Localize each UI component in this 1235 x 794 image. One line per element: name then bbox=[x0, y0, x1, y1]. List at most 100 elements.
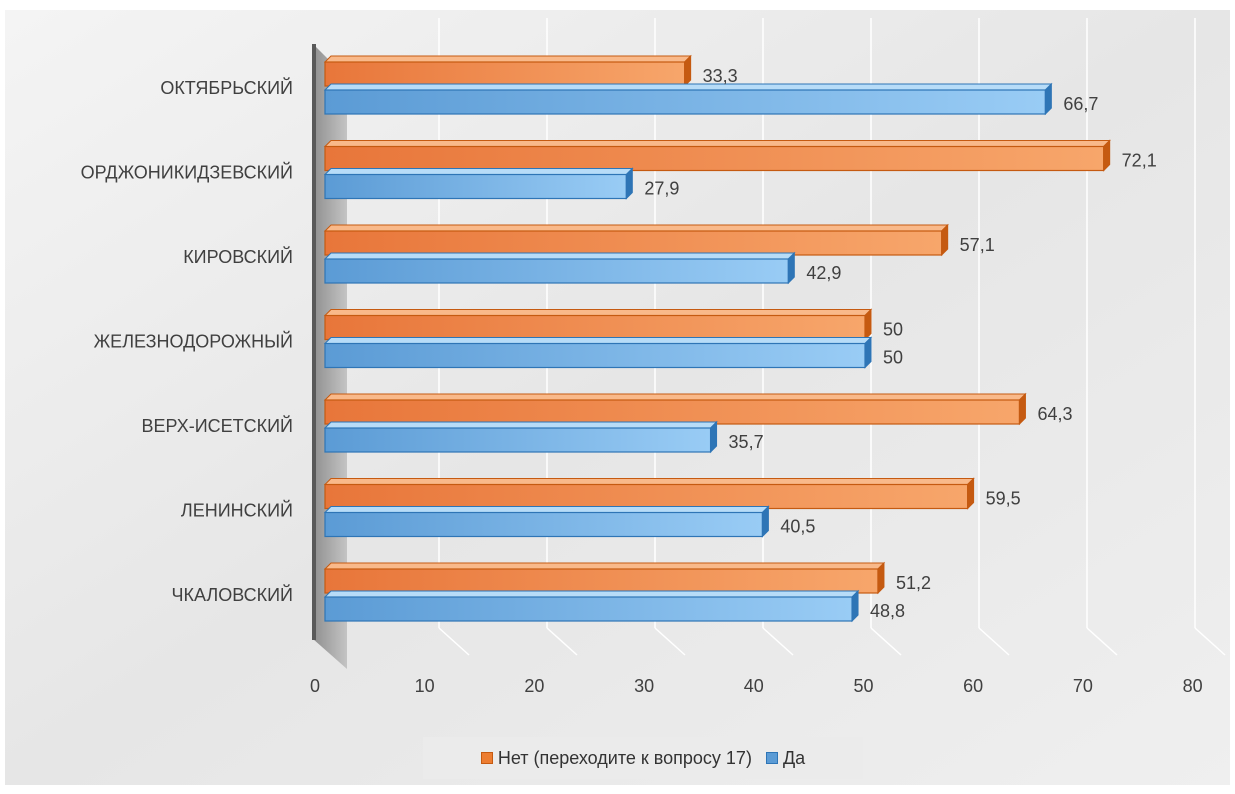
bar-da bbox=[323, 82, 1053, 116]
bar-end-face bbox=[625, 167, 633, 200]
bar-end-face bbox=[1103, 139, 1111, 172]
category-label: ОКТЯБРЬСКИЙ bbox=[160, 77, 293, 98]
x-tick-label: 80 bbox=[1183, 676, 1203, 696]
bar-end-face bbox=[877, 561, 885, 595]
bar-end-face bbox=[864, 336, 872, 369]
category-label: ВЕРХ-ИСЕТСКИЙ bbox=[141, 415, 293, 436]
bar-top-face bbox=[323, 590, 860, 598]
bar-front-face bbox=[324, 399, 1021, 425]
data-label: 27,9 bbox=[644, 178, 679, 198]
gridline-floor bbox=[546, 627, 578, 656]
bar-net bbox=[323, 561, 886, 595]
bar-da bbox=[323, 420, 718, 454]
bar-top-face bbox=[323, 140, 1111, 147]
x-tick-label: 40 bbox=[744, 676, 764, 696]
legend: Нет (переходите к вопросу 17) Да bbox=[423, 737, 863, 779]
bar-front-face bbox=[324, 89, 1046, 115]
legend-item-net: Нет (переходите к вопросу 17) bbox=[480, 748, 752, 769]
bar-da bbox=[323, 251, 796, 285]
bar-end-face bbox=[761, 505, 769, 538]
bar-top-face bbox=[323, 478, 975, 485]
category-label: ЛЕНИНСКИЙ bbox=[181, 499, 293, 520]
category-label: ОРДЖОНИКИДЗЕВСКИЙ bbox=[81, 161, 293, 182]
x-tick-label: 30 bbox=[634, 676, 654, 696]
bar-net bbox=[323, 392, 1027, 426]
bar-end-face bbox=[967, 477, 975, 510]
bar-front-face bbox=[324, 427, 712, 453]
bar-front-face bbox=[324, 568, 879, 594]
data-label: 33,3 bbox=[703, 66, 738, 86]
bar-end-face bbox=[864, 308, 872, 341]
data-label: 57,1 bbox=[960, 235, 995, 255]
bar-end-face bbox=[1018, 392, 1026, 426]
legend-label-da: Да bbox=[782, 747, 806, 768]
gridline-floor bbox=[1086, 627, 1118, 656]
legend-swatch-net bbox=[480, 752, 493, 764]
legend-swatch-da bbox=[765, 752, 778, 764]
bar-da bbox=[323, 589, 860, 623]
data-label: 42,9 bbox=[806, 263, 841, 283]
bar-top-face bbox=[323, 55, 692, 63]
x-tick-label: 10 bbox=[415, 676, 435, 696]
bar-front-face bbox=[324, 145, 1105, 172]
bar-front-face bbox=[324, 342, 866, 369]
bar-top-face bbox=[323, 337, 873, 344]
data-label: 50 bbox=[883, 319, 903, 339]
gridline-floor bbox=[870, 627, 902, 656]
category-label: КИРОВСКИЙ bbox=[183, 246, 293, 267]
bar-top-face bbox=[323, 83, 1053, 91]
x-tick-label: 0 bbox=[310, 676, 320, 696]
bar-front-face bbox=[324, 483, 969, 510]
x-tick-label: 60 bbox=[963, 676, 983, 696]
bar-end-face bbox=[851, 589, 859, 623]
bar-end-face bbox=[787, 251, 795, 285]
data-label: 48,8 bbox=[870, 601, 905, 621]
bar-top-face bbox=[323, 224, 949, 232]
bar-front-face bbox=[324, 230, 943, 256]
data-label: 59,5 bbox=[986, 488, 1021, 508]
bar-top-face bbox=[323, 393, 1027, 401]
bar-net bbox=[323, 477, 975, 510]
data-label: 40,5 bbox=[780, 516, 815, 536]
bar-net bbox=[323, 308, 873, 341]
bar-net bbox=[323, 139, 1111, 172]
bar-front-face bbox=[324, 314, 866, 341]
data-label: 35,7 bbox=[729, 432, 764, 452]
bar-da bbox=[323, 167, 634, 200]
bar-top-face bbox=[323, 168, 634, 175]
bar-da bbox=[323, 505, 770, 538]
bar-front-face bbox=[324, 61, 686, 87]
gridline-floor bbox=[1194, 627, 1226, 656]
gridline-floor bbox=[978, 627, 1010, 656]
bar-front-face bbox=[324, 596, 853, 622]
data-label: 72,1 bbox=[1122, 150, 1157, 170]
bar-net bbox=[323, 223, 949, 257]
gridline-floor bbox=[762, 627, 794, 656]
data-label: 51,2 bbox=[896, 573, 931, 593]
bar-end-face bbox=[1044, 82, 1052, 116]
bar-net bbox=[323, 54, 692, 88]
bar-top-face bbox=[323, 252, 796, 260]
bar-top-face bbox=[323, 309, 873, 316]
bar-end-face bbox=[684, 54, 692, 88]
gridline-floor bbox=[654, 627, 686, 656]
data-label: 64,3 bbox=[1037, 404, 1072, 424]
bar-top-face bbox=[323, 562, 886, 570]
x-tick-label: 20 bbox=[524, 676, 544, 696]
x-tick-label: 50 bbox=[853, 676, 873, 696]
bar-top-face bbox=[323, 506, 770, 513]
bar-da bbox=[323, 336, 873, 369]
data-label: 66,7 bbox=[1063, 94, 1098, 114]
bar-front-face bbox=[324, 511, 763, 538]
x-tick-label: 70 bbox=[1073, 676, 1093, 696]
bar-front-face bbox=[324, 173, 627, 200]
category-label: ЧКАЛОВСКИЙ bbox=[172, 584, 293, 605]
bar-end-face bbox=[941, 223, 949, 257]
bar-end-face bbox=[710, 420, 718, 454]
bar-top-face bbox=[323, 421, 718, 429]
legend-item-da: Да bbox=[765, 747, 806, 769]
gridline-floor bbox=[438, 627, 470, 656]
category-label: ЖЕЛЕЗНОДОРОЖНЫЙ bbox=[94, 330, 293, 351]
